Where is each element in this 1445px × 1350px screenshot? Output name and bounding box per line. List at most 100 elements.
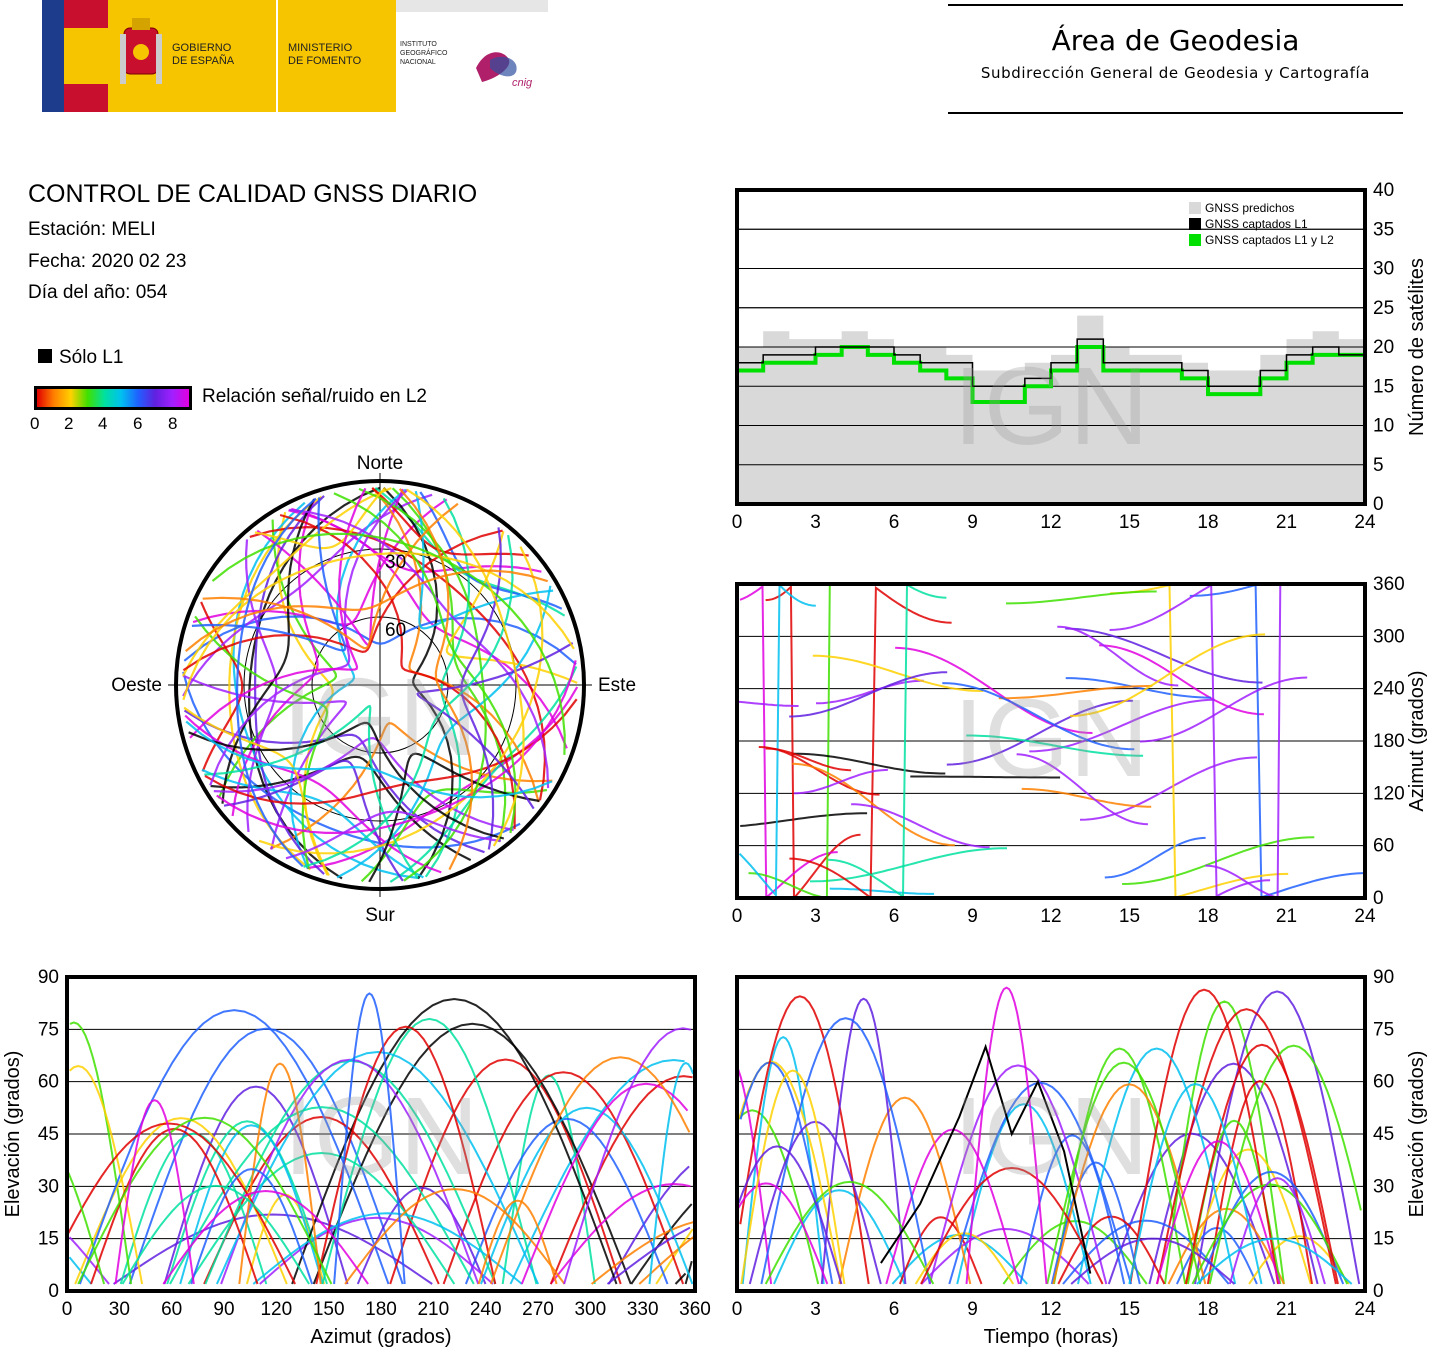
azimuth-track: [1021, 787, 1152, 808]
x-axis-label: Tiempo (horas): [984, 1326, 1119, 1348]
satellite-track: [191, 497, 347, 652]
x-tick-label: 0: [732, 1299, 743, 1320]
x-tick-label: 9: [967, 512, 978, 533]
x-tick-label: 30: [109, 1299, 130, 1320]
elevation-time-track: [965, 986, 1048, 1285]
x-tick-label: 9: [967, 906, 978, 927]
elevation-track: [590, 1221, 694, 1285]
ring-label: 60: [385, 620, 406, 641]
x-tick-label: 180: [365, 1299, 397, 1320]
ministerio-text: MINISTERIO DE FOMENTO: [288, 42, 362, 67]
satellite-track: [285, 810, 501, 860]
satellite-track: [258, 546, 544, 855]
satellite-count-chart: 0 5 10 15 20 25 30 35 40 0 3 6 9 12 15 18 21 24 Número de …: [732, 180, 1428, 533]
elevation-track: [464, 1117, 669, 1285]
x-tick-label: 60: [161, 1299, 182, 1320]
elevation-track: [163, 1085, 349, 1285]
satellite-track: [382, 487, 454, 880]
satellite-track: [188, 721, 505, 840]
snr-tick: 6: [133, 414, 143, 433]
x-tick-label: 24: [1354, 1299, 1376, 1320]
station-label: Estación: MELI: [28, 219, 156, 240]
azimuth-track: [812, 654, 984, 692]
y-tick-label: 75: [38, 1019, 59, 1040]
area-subtitle: Subdirección General de Geodesia y Carto…: [980, 64, 1371, 82]
azimuth-track: [1079, 756, 1258, 821]
y-tick-label: 25: [1373, 298, 1394, 319]
y-tick-label: 300: [1373, 626, 1405, 647]
elevation-time-track: [737, 1068, 773, 1285]
elevation-track: [238, 1062, 322, 1285]
ign-watermark: IGN: [953, 345, 1149, 468]
satellite-track: [231, 498, 319, 817]
elevation-time-track: [1184, 1148, 1312, 1285]
elevation-track: [549, 1182, 691, 1285]
azimuth-track: [793, 752, 946, 775]
x-tick-label: 18: [1197, 1299, 1218, 1320]
report-title: CONTROL DE CALIDAD GNSS DIARIO: [28, 180, 478, 208]
x-tick-label: 300: [574, 1299, 606, 1320]
plot-border: [735, 975, 1367, 1293]
gobierno-logo: GOBIERNO DE ESPAÑA MINISTERIO DE FOMENTO: [42, 0, 396, 112]
satellite-track: [221, 498, 316, 804]
satellite-track: [269, 722, 553, 850]
eu-flag-stripe: [42, 0, 64, 112]
satellite-track: [216, 660, 577, 834]
logo-divider: [276, 0, 278, 112]
west-label: Oeste: [111, 675, 162, 696]
y-tick-label: 0: [1373, 1281, 1384, 1302]
x-tick-label: 210: [417, 1299, 449, 1320]
elevation-time-track: [1053, 1047, 1187, 1285]
y-tick-label: 45: [1373, 1124, 1394, 1145]
x-tick-label: 6: [889, 512, 900, 533]
azimuth-track: [793, 768, 888, 795]
elevation-track: [162, 1189, 369, 1285]
satellite-track: [416, 642, 574, 810]
plot-border: [65, 975, 697, 1293]
legend-label: GNSS predichos: [1205, 201, 1294, 215]
satellite-track: [228, 495, 323, 871]
y-tick-label: 15: [1373, 1229, 1394, 1250]
south-label: Sur: [365, 905, 395, 926]
l1-only-swatch: [38, 349, 52, 363]
x-tick-label: 24: [1354, 906, 1376, 927]
ign-watermark: IGN: [953, 677, 1149, 800]
azimuth-track: [998, 684, 1153, 700]
y-tick-label: 120: [1373, 783, 1405, 804]
azimuth-track: [828, 582, 947, 899]
azimuth-track: [1065, 627, 1263, 684]
elevation-azimuth-chart: 0 15 30 45 60 75 90 0 30 60 90 120 150 180 210 240 270 30…: [2, 967, 711, 1348]
elevation-track: [69, 1064, 144, 1285]
elevation-time-track: [1052, 1083, 1207, 1285]
elevation-time-track: [1128, 1082, 1263, 1285]
x-tick-label: 18: [1197, 512, 1218, 533]
y-axis-label: Número de satélites: [1406, 258, 1428, 436]
x-tick-label: 21: [1276, 512, 1297, 533]
x-tick-label: 0: [732, 906, 743, 927]
y-axis-label: Elevación (grados): [1406, 1051, 1428, 1218]
y-tick-label: 75: [1373, 1019, 1394, 1040]
satellite-track: [333, 492, 517, 834]
y-tick-label: 180: [1373, 731, 1405, 752]
satellite-track: [200, 601, 244, 772]
elevation-track: [549, 1075, 693, 1285]
x-tick-label: 270: [522, 1299, 554, 1320]
y-tick-label: 60: [1373, 1072, 1394, 1093]
azimuth-track: [1029, 698, 1215, 753]
elevation-track: [442, 1071, 685, 1285]
azimuth-track: [966, 734, 1144, 757]
x-tick-label: 12: [1040, 1299, 1061, 1320]
elevation-time-track: [1077, 1047, 1237, 1285]
azimuth-track: [1065, 677, 1211, 699]
azimuth-track: [910, 775, 1061, 779]
legend-swatch: [1189, 218, 1201, 230]
x-tick-label: 15: [1119, 1299, 1140, 1320]
ring-label: 30: [385, 552, 406, 573]
elevation-time-track: [1206, 1080, 1313, 1285]
elevation-track: [480, 1106, 694, 1285]
elevation-track: [356, 1186, 487, 1285]
elevation-time-track: [1107, 1132, 1276, 1285]
elevation-time-track: [838, 1096, 972, 1285]
satellite-track: [183, 615, 577, 666]
satellite-track: [253, 495, 325, 875]
